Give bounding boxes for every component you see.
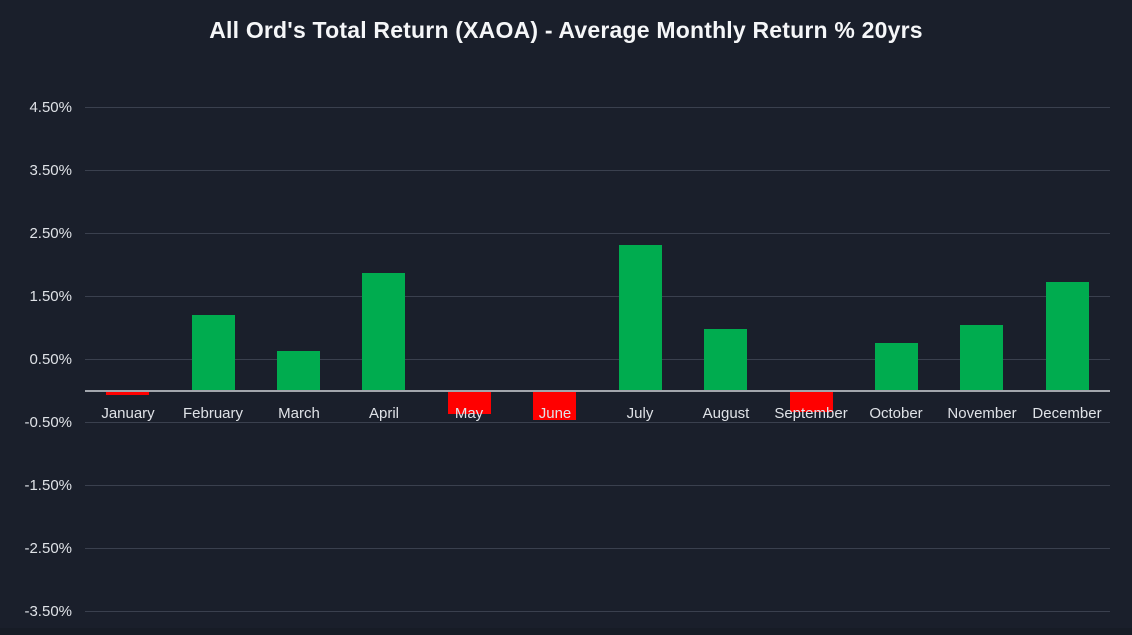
x-label-january: January bbox=[101, 405, 155, 422]
y-tick-label: -1.50% bbox=[24, 477, 72, 494]
bar-june bbox=[533, 392, 576, 420]
chart-title: All Ord's Total Return (XAOA) - Average … bbox=[209, 17, 923, 43]
x-label-november: November bbox=[947, 405, 1017, 422]
gridline-4.50% bbox=[85, 107, 1110, 108]
bar-may bbox=[448, 392, 491, 414]
plot-bottom-edge bbox=[0, 628, 1132, 635]
zero-axis-line bbox=[85, 390, 1110, 392]
x-label-july: July bbox=[626, 405, 654, 422]
y-tick-label: -3.50% bbox=[24, 603, 72, 620]
bar-january bbox=[106, 392, 149, 395]
x-label-may: May bbox=[454, 405, 484, 422]
x-label-february: February bbox=[182, 405, 244, 422]
gridline-2.50% bbox=[85, 233, 1110, 234]
y-tick-label: 4.50% bbox=[29, 99, 72, 116]
gridline--0.50% bbox=[85, 422, 1110, 423]
bar-february bbox=[192, 315, 235, 391]
bar-december bbox=[1046, 282, 1089, 391]
gridline--3.50% bbox=[85, 611, 1110, 612]
bar-november bbox=[960, 325, 1003, 391]
gridline-0.50% bbox=[85, 359, 1110, 360]
x-label-march: March bbox=[278, 405, 320, 422]
x-label-october: October bbox=[869, 405, 923, 422]
x-label-august: August bbox=[702, 405, 750, 422]
y-tick-label: -2.50% bbox=[24, 540, 72, 557]
gridline-3.50% bbox=[85, 170, 1110, 171]
bar-september bbox=[790, 392, 833, 412]
bar-march bbox=[277, 351, 320, 390]
y-tick-label: 3.50% bbox=[29, 162, 72, 179]
gridline--2.50% bbox=[85, 548, 1110, 549]
x-label-december: December bbox=[1032, 405, 1102, 422]
gridline-1.50% bbox=[85, 296, 1110, 297]
x-label-april: April bbox=[368, 405, 399, 422]
y-tick-label: 1.50% bbox=[29, 288, 72, 305]
x-label-september: September bbox=[774, 405, 848, 422]
x-label-june: June bbox=[538, 405, 572, 422]
gridline--1.50% bbox=[85, 485, 1110, 486]
y-tick-label: -0.50% bbox=[24, 414, 72, 431]
y-tick-label: 0.50% bbox=[29, 351, 72, 368]
bar-august bbox=[704, 329, 747, 390]
y-tick-label: 2.50% bbox=[29, 225, 72, 242]
bar-october bbox=[875, 343, 918, 391]
bar-july bbox=[619, 245, 662, 391]
bar-april bbox=[362, 273, 405, 390]
